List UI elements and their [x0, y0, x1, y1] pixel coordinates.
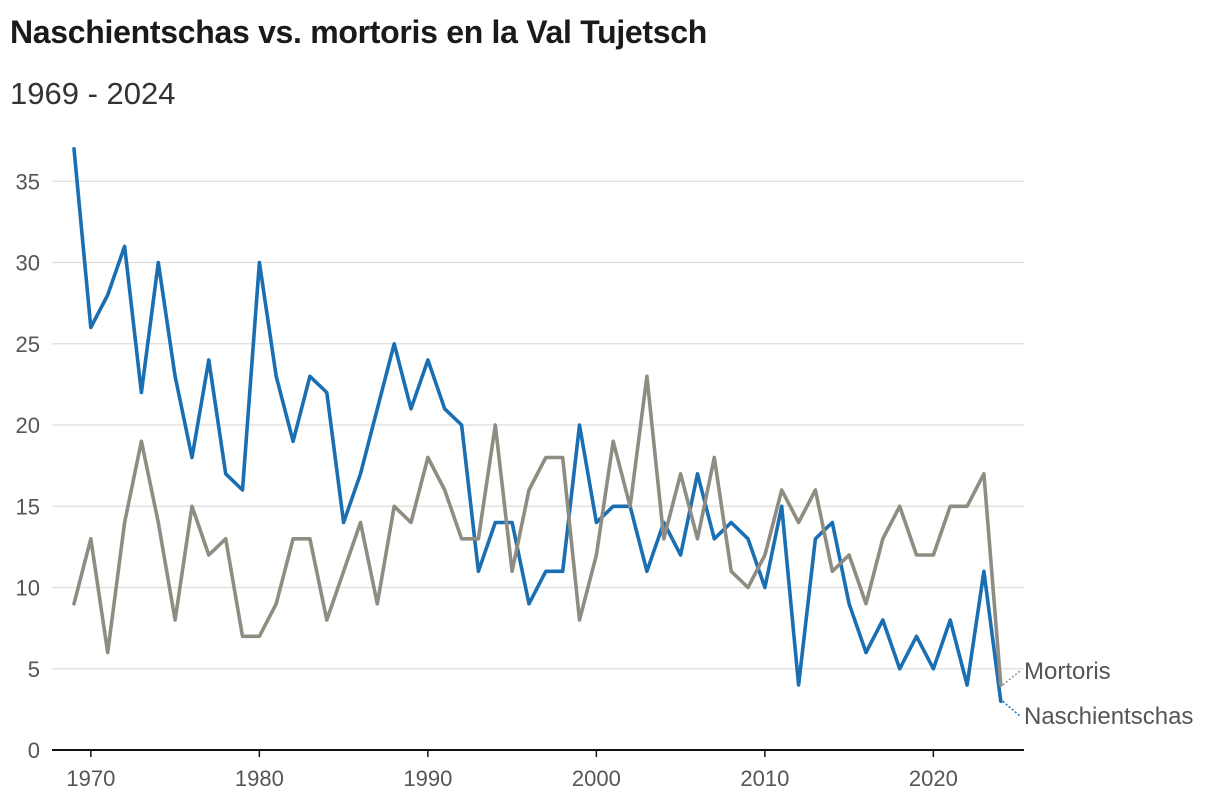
chart-subtitle: 1969 - 2024 [10, 76, 176, 111]
series-label-leader [1002, 670, 1021, 686]
y-tick-label: 30 [16, 251, 40, 276]
y-tick-label: 15 [16, 494, 40, 519]
series-line-naschientschas [72, 147, 1003, 704]
x-tick-label: 1980 [235, 766, 284, 791]
y-tick-label: 25 [16, 332, 40, 357]
y-tick-label: 20 [16, 413, 40, 438]
y-tick-label: 10 [16, 576, 40, 601]
series-lines [72, 147, 1003, 704]
series-line-mortoris [72, 374, 1003, 687]
x-tick-label: 2020 [909, 766, 958, 791]
x-tick-label: 2010 [740, 766, 789, 791]
chart-title: Naschientschas vs. mortoris en la Val Tu… [10, 14, 707, 50]
y-tick-label: 5 [28, 657, 40, 682]
y-axis-ticks: 0 5 10 15 20 25 30 35 [16, 169, 40, 763]
y-tick-label: 0 [28, 738, 40, 763]
series-label-leader [1002, 700, 1021, 717]
x-axis-ticks: 1970 1980 1990 2000 2010 2020 [66, 750, 958, 791]
series-labels: Naschientschas Mortoris [1002, 658, 1193, 730]
x-tick-label: 1970 [66, 766, 115, 791]
series-label-naschientschas: Naschientschas [1024, 703, 1193, 730]
x-tick-label: 1990 [403, 766, 452, 791]
series-label-mortoris: Mortoris [1024, 658, 1111, 685]
y-tick-label: 35 [16, 169, 40, 194]
gridlines [52, 180, 1024, 751]
x-tick-label: 2000 [572, 766, 621, 791]
